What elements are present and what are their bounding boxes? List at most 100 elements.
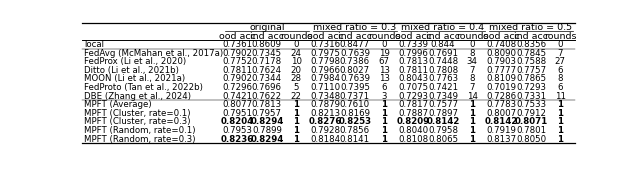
Text: rounds: rounds [544,32,577,41]
Text: 0.7811: 0.7811 [399,66,429,75]
Text: FedProx (Li et al., 2020): FedProx (Li et al., 2020) [84,57,186,66]
Text: 0.7386: 0.7386 [340,57,370,66]
Text: 0.8209: 0.8209 [397,117,430,126]
Text: 0.7808: 0.7808 [428,66,458,75]
Text: 0.7624: 0.7624 [252,66,282,75]
Text: 0.7533: 0.7533 [516,100,546,109]
Text: 0.7293: 0.7293 [516,83,546,92]
Text: 0.7912: 0.7912 [516,109,546,118]
Text: 1: 1 [381,100,387,109]
Text: MPFT (Average): MPFT (Average) [84,100,152,109]
Text: MPFT (Cluster, rate=0.3): MPFT (Cluster, rate=0.3) [84,117,191,126]
Text: MPFT (Random, rate=0.3): MPFT (Random, rate=0.3) [84,134,195,144]
Text: 0.8236: 0.8236 [221,134,254,144]
Text: 0.8071: 0.8071 [515,117,548,126]
Text: 0.7296: 0.7296 [223,83,253,92]
Text: 0.7957: 0.7957 [252,109,282,118]
Text: 1: 1 [469,134,476,144]
Text: DBE (Zhang et al., 2024): DBE (Zhang et al., 2024) [84,92,191,101]
Text: 0.8253: 0.8253 [339,117,371,126]
Text: 0.8356: 0.8356 [516,40,546,49]
Text: 6: 6 [557,83,563,92]
Text: mixed ratio = 0.5: mixed ratio = 0.5 [490,23,573,32]
Text: 0.7622: 0.7622 [252,92,282,101]
Text: 0.7919: 0.7919 [486,126,516,135]
Text: 0.8137: 0.8137 [486,134,516,144]
Text: 20: 20 [291,66,301,75]
Text: 0.7019: 0.7019 [486,83,516,92]
Text: ood acc: ood acc [307,32,344,41]
Text: 0.7361: 0.7361 [223,40,253,49]
Text: 0.8077: 0.8077 [223,100,253,109]
Text: 0.7577: 0.7577 [428,100,458,109]
Text: 1: 1 [557,126,563,135]
Text: 0.8141: 0.8141 [340,134,370,144]
Text: 0.7316: 0.7316 [310,40,340,49]
Text: original: original [249,23,285,32]
Text: 0.8142: 0.8142 [485,117,518,126]
Text: 0.7349: 0.7349 [428,92,458,101]
Text: 1: 1 [557,134,563,144]
Text: 0.7996: 0.7996 [399,49,429,58]
Text: 22: 22 [291,92,301,101]
Text: rounds: rounds [368,32,401,41]
Text: 19: 19 [379,49,390,58]
Text: 1: 1 [381,134,387,144]
Text: 0.7348: 0.7348 [310,92,340,101]
Text: 0.8213: 0.8213 [310,109,340,118]
Text: 1: 1 [469,100,476,109]
Text: 67: 67 [379,57,390,66]
Text: MPFT (Cluster, rate=0.1): MPFT (Cluster, rate=0.1) [84,109,191,118]
Text: 0.8276: 0.8276 [309,117,342,126]
Text: 0.7752: 0.7752 [223,57,253,66]
Text: 0.7966: 0.7966 [310,66,340,75]
Text: 0.7928: 0.7928 [310,126,340,135]
Text: 6: 6 [381,83,387,92]
Text: 0.7951: 0.7951 [223,109,253,118]
Text: 0.8142: 0.8142 [426,117,460,126]
Text: 1: 1 [381,109,387,118]
Text: 1: 1 [557,117,563,126]
Text: 0.7845: 0.7845 [516,49,546,58]
Text: 0.7696: 0.7696 [252,83,282,92]
Text: 8: 8 [557,74,563,83]
Text: 0.7984: 0.7984 [310,74,340,83]
Text: 1: 1 [293,134,300,144]
Text: 0.8108: 0.8108 [399,134,429,144]
Text: 0.844: 0.844 [431,40,455,49]
Text: 0.8109: 0.8109 [486,74,516,83]
Text: ood acc: ood acc [483,32,520,41]
Text: 0.7691: 0.7691 [428,49,458,58]
Text: 6: 6 [557,66,563,75]
Text: 0.7783: 0.7783 [486,100,516,109]
Text: 3: 3 [381,92,387,101]
Text: 11: 11 [555,92,566,101]
Text: 5: 5 [294,83,299,92]
Text: 0.7958: 0.7958 [428,126,458,135]
Text: 0.7178: 0.7178 [252,57,282,66]
Text: 0.7395: 0.7395 [340,83,370,92]
Text: 0.8204: 0.8204 [221,117,254,126]
Text: 0.7798: 0.7798 [310,57,340,66]
Text: mixed ratio = 0.4: mixed ratio = 0.4 [401,23,484,32]
Text: 0.7331: 0.7331 [516,92,546,101]
Text: 27: 27 [555,57,566,66]
Text: FedAvg (McMahan et al., 2017a): FedAvg (McMahan et al., 2017a) [84,49,223,58]
Text: 0.8609: 0.8609 [252,40,282,49]
Text: 0.8294: 0.8294 [250,117,284,126]
Text: 0.8043: 0.8043 [399,74,429,83]
Text: 1: 1 [469,117,476,126]
Text: MPFT (Random, rate=0.1): MPFT (Random, rate=0.1) [84,126,195,135]
Text: rounds: rounds [456,32,488,41]
Text: 1: 1 [381,117,387,126]
Text: 0.7887: 0.7887 [399,109,429,118]
Text: 0.7421: 0.7421 [428,83,458,92]
Text: 1: 1 [381,126,387,135]
Text: 0.7975: 0.7975 [310,49,340,58]
Text: 7: 7 [557,49,563,58]
Text: MOON (Li et al., 2021a): MOON (Li et al., 2021a) [84,74,185,83]
Text: 0.7953: 0.7953 [223,126,253,135]
Text: 0.7610: 0.7610 [340,100,370,109]
Text: 0.7763: 0.7763 [428,74,458,83]
Text: 0.7421: 0.7421 [223,92,253,101]
